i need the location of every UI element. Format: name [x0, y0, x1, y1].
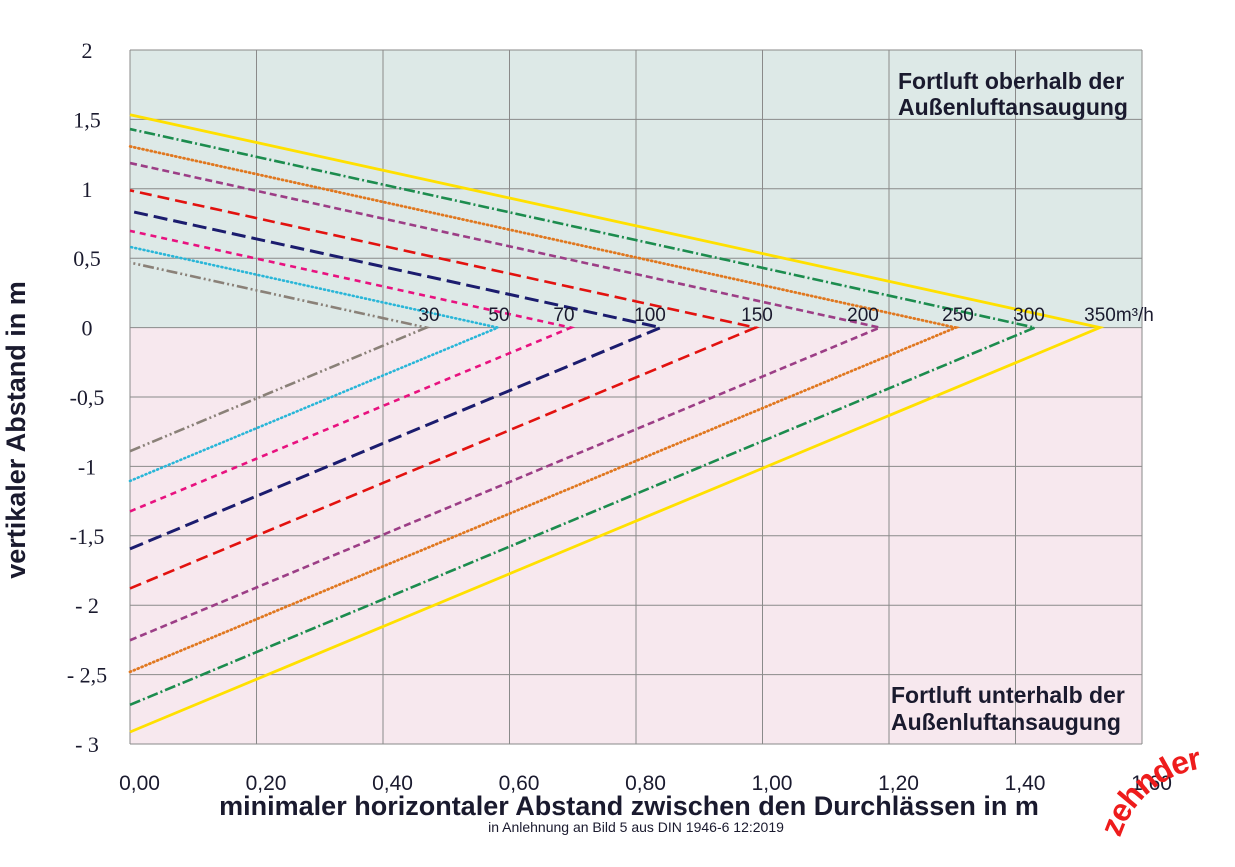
svg-text:1,5: 1,5 — [73, 107, 101, 132]
svg-text:0,5: 0,5 — [73, 246, 101, 271]
svg-text:-0,5: -0,5 — [70, 385, 105, 410]
svg-text:-1,5: -1,5 — [70, 524, 105, 549]
svg-text:30: 30 — [418, 305, 439, 326]
svg-text:minimaler horizontaler Abstand: minimaler horizontaler Abstand zwischen … — [219, 791, 1039, 821]
svg-text:0: 0 — [82, 316, 93, 341]
svg-text:vertikaler Abstand in m: vertikaler Abstand in m — [1, 281, 31, 579]
svg-text:200: 200 — [847, 305, 879, 326]
svg-text:Außenluftansaugung: Außenluftansaugung — [891, 709, 1121, 735]
svg-text:- 2,5: - 2,5 — [67, 663, 107, 688]
svg-text:100: 100 — [634, 305, 666, 326]
svg-text:- 2: - 2 — [75, 593, 99, 618]
svg-text:Fortluft oberhalb der: Fortluft oberhalb der — [898, 68, 1124, 94]
svg-text:Außenluftansaugung: Außenluftansaugung — [898, 94, 1128, 120]
svg-text:2: 2 — [82, 38, 93, 63]
svg-text:70: 70 — [553, 305, 574, 326]
svg-text:0,00: 0,00 — [119, 772, 160, 795]
svg-text:-1: -1 — [78, 454, 96, 479]
svg-text:150: 150 — [741, 305, 773, 326]
svg-text:1: 1 — [82, 177, 93, 202]
svg-text:300: 300 — [1013, 305, 1045, 326]
svg-text:- 3: - 3 — [75, 732, 99, 757]
svg-text:50: 50 — [488, 305, 509, 326]
svg-text:in Anlehnung an Bild 5 aus DIN: in Anlehnung an Bild 5 aus DIN 1946-6 12… — [488, 819, 784, 835]
svg-text:zehnder: zehnder — [1093, 740, 1204, 841]
svg-text:250: 250 — [942, 305, 974, 326]
svg-text:Fortluft unterhalb der: Fortluft unterhalb der — [891, 682, 1125, 708]
svg-text:350m³/h: 350m³/h — [1084, 305, 1154, 326]
